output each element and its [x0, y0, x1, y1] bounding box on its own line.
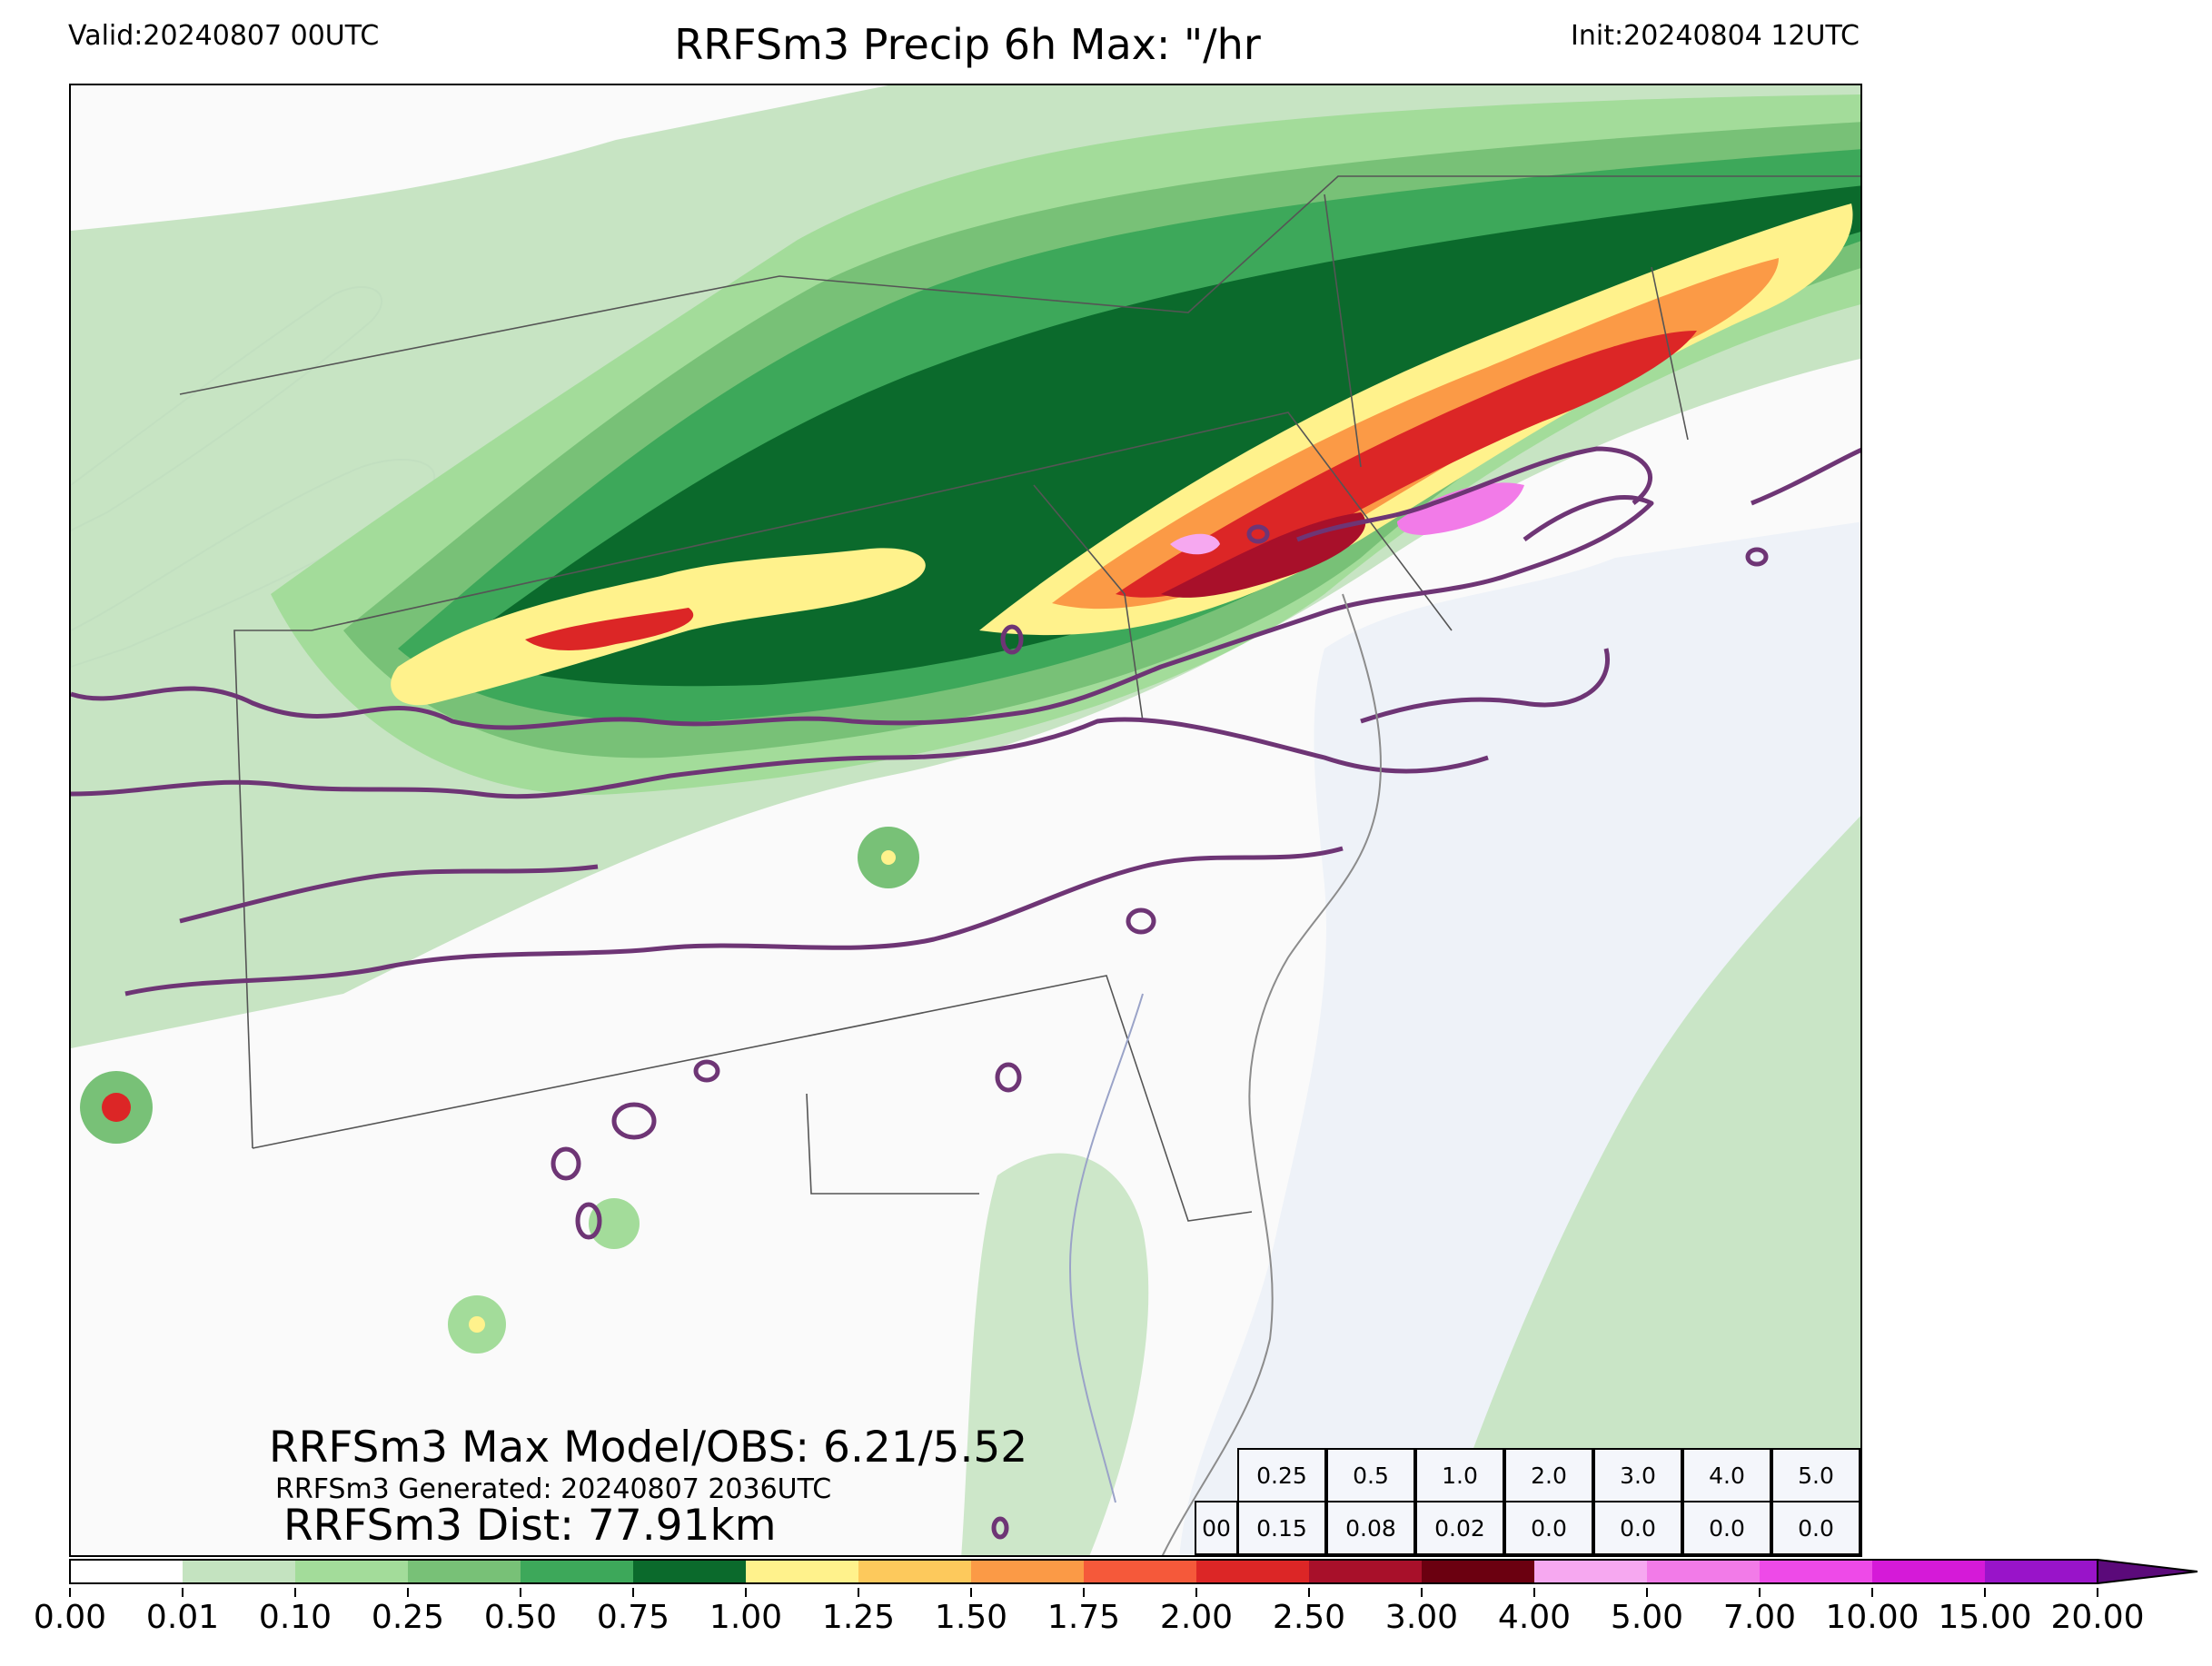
generated-label: RRFSm3 Generated: 20240807 2036UTC: [275, 1473, 832, 1505]
colorbar-tick-mark: [69, 1588, 71, 1597]
colorbar-tick-label: 0.01: [145, 1599, 220, 1636]
precip-west-red: [525, 608, 694, 650]
colorbar-tick-label: 1.75: [1046, 1599, 1121, 1636]
colorbar-tick-label: 0.75: [596, 1599, 670, 1636]
colorbar-tick-label: 1.50: [934, 1599, 1008, 1636]
colorbar-tick-label: 0.50: [483, 1599, 558, 1636]
init-time-label: Init:20240804 12UTC: [1571, 20, 1860, 52]
colorbar-outline: [69, 1559, 2098, 1584]
stats-row-label: 00: [1195, 1501, 1238, 1555]
threshold-cell: 4.0: [1682, 1448, 1771, 1502]
colorbar-segment: [1760, 1560, 1872, 1583]
colorbar: [69, 1559, 2198, 1584]
colorbar-tick-mark: [2097, 1588, 2098, 1597]
colorbar-extend-arrow: [2097, 1559, 2198, 1584]
colorbar-tick-mark: [1871, 1588, 1873, 1597]
colorbar-segment: [521, 1560, 633, 1583]
colorbar-tick-label: 0.25: [371, 1599, 445, 1636]
value-cell: 0.0: [1682, 1501, 1771, 1555]
colorbar-tick-mark: [1195, 1588, 1197, 1597]
colorbar-segment: [1534, 1560, 1647, 1583]
threshold-cell: 5.0: [1771, 1448, 1860, 1502]
precip-cell-4: [589, 1198, 640, 1249]
coastline: [1161, 593, 1382, 1555]
colorbar-tick-label: 4.00: [1497, 1599, 1572, 1636]
colorbar-tick-mark: [745, 1588, 747, 1597]
colorbar-segment: [971, 1560, 1084, 1583]
observed-contour: [71, 446, 1860, 1540]
chesapeake-bay: [1068, 993, 1144, 1503]
colorbar-tick-label: 15.00: [1938, 1599, 2032, 1636]
colorbar-tick-mark: [1308, 1588, 1310, 1597]
distance-label: RRFSm3 Dist: 77.91km: [283, 1501, 777, 1551]
value-cell: 0.0: [1771, 1501, 1860, 1555]
precip-map: 0.25 0.5 1.0 2.0 3.0 4.0 5.0 00 0.15 0.08 0.02 0.0 0…: [69, 84, 1862, 1557]
precip-light-ocean: [1434, 816, 1860, 1555]
colorbar-tick-mark: [1759, 1588, 1761, 1597]
colorbar-tick-mark: [1083, 1588, 1085, 1597]
colorbar-tick-mark: [520, 1588, 521, 1597]
colorbar-tick-label: 2.00: [1159, 1599, 1234, 1636]
precip-cell-1-core: [102, 1093, 131, 1122]
colorbar-segment: [1422, 1560, 1534, 1583]
colorbar-tick-mark: [970, 1588, 972, 1597]
precip-core-red: [1116, 331, 1697, 598]
colorbar-tick-label: 10.00: [1825, 1599, 1919, 1636]
threshold-cell: 0.5: [1326, 1448, 1415, 1502]
colorbar-segment: [858, 1560, 971, 1583]
threshold-cell: 0.25: [1237, 1448, 1326, 1502]
colorbar-tick-mark: [1984, 1588, 1986, 1597]
colorbar-tick-mark: [1533, 1588, 1535, 1597]
precip-core-pink2: [1170, 533, 1220, 555]
threshold-cell: 2.0: [1504, 1448, 1593, 1502]
value-cell: 0.15: [1237, 1501, 1326, 1555]
map-title: RRFSm3 Precip 6h Max: "/hr: [674, 20, 1261, 69]
colorbar-segment: [183, 1560, 295, 1583]
colorbar-segment: [1196, 1560, 1309, 1583]
colorbar-tick-label: 5.00: [1610, 1599, 1684, 1636]
colorbar-segment: [1872, 1560, 1985, 1583]
precip-cell-3-core: [881, 850, 896, 865]
valid-time-label: Valid:20240807 00UTC: [68, 20, 380, 52]
colorbar-tick-mark: [858, 1588, 859, 1597]
precip-cell-2-core: [469, 1316, 485, 1333]
max-model-obs-label: RRFSm3 Max Model/OBS: 6.21/5.52: [269, 1423, 1028, 1473]
colorbar-tick-label: 1.25: [821, 1599, 896, 1636]
colorbar-tick-mark: [632, 1588, 634, 1597]
value-cell: 0.0: [1593, 1501, 1682, 1555]
colorbar-tick-label: 2.50: [1272, 1599, 1346, 1636]
colorbar-segment: [295, 1560, 408, 1583]
colorbar-tick-label: 0.00: [33, 1599, 107, 1636]
precip-core-pink: [1397, 482, 1524, 535]
map-canvas: [71, 85, 1860, 1555]
value-cell: 0.08: [1326, 1501, 1415, 1555]
colorbar-segment: [70, 1560, 183, 1583]
threshold-cell: 3.0: [1593, 1448, 1682, 1502]
threshold-cell: 1.0: [1415, 1448, 1504, 1502]
colorbar-segment: [746, 1560, 858, 1583]
colorbar-tick-mark: [1421, 1588, 1423, 1597]
colorbar-tick-label: 0.10: [258, 1599, 332, 1636]
colorbar-tick-mark: [1646, 1588, 1648, 1597]
colorbar-tick-label: 7.00: [1722, 1599, 1797, 1636]
colorbar-tick-label: 1.00: [709, 1599, 783, 1636]
colorbar-tick-mark: [182, 1588, 184, 1597]
state-borders: [179, 175, 1860, 1222]
value-cell: 0.0: [1504, 1501, 1593, 1555]
colorbar-segment: [1647, 1560, 1760, 1583]
colorbar-tick-mark: [407, 1588, 409, 1597]
colorbar-segment: [408, 1560, 521, 1583]
value-cell: 0.02: [1415, 1501, 1504, 1555]
colorbar-segment: [1309, 1560, 1422, 1583]
colorbar-segment: [1084, 1560, 1196, 1583]
precip-light-south: [961, 1153, 1149, 1555]
colorbar-tick-label: 20.00: [2050, 1599, 2145, 1636]
colorbar-tick-mark: [294, 1588, 296, 1597]
colorbar-tick-label: 3.00: [1384, 1599, 1459, 1636]
colorbar-segment: [1985, 1560, 2098, 1583]
colorbar-segment: [633, 1560, 746, 1583]
